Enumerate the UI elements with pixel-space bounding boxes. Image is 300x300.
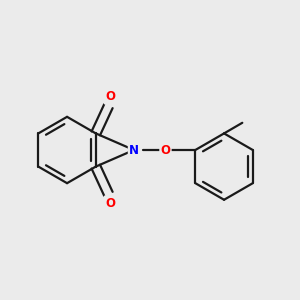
Text: O: O	[160, 143, 170, 157]
Text: N: N	[129, 143, 139, 157]
Text: O: O	[105, 90, 115, 104]
Text: O: O	[105, 196, 115, 210]
